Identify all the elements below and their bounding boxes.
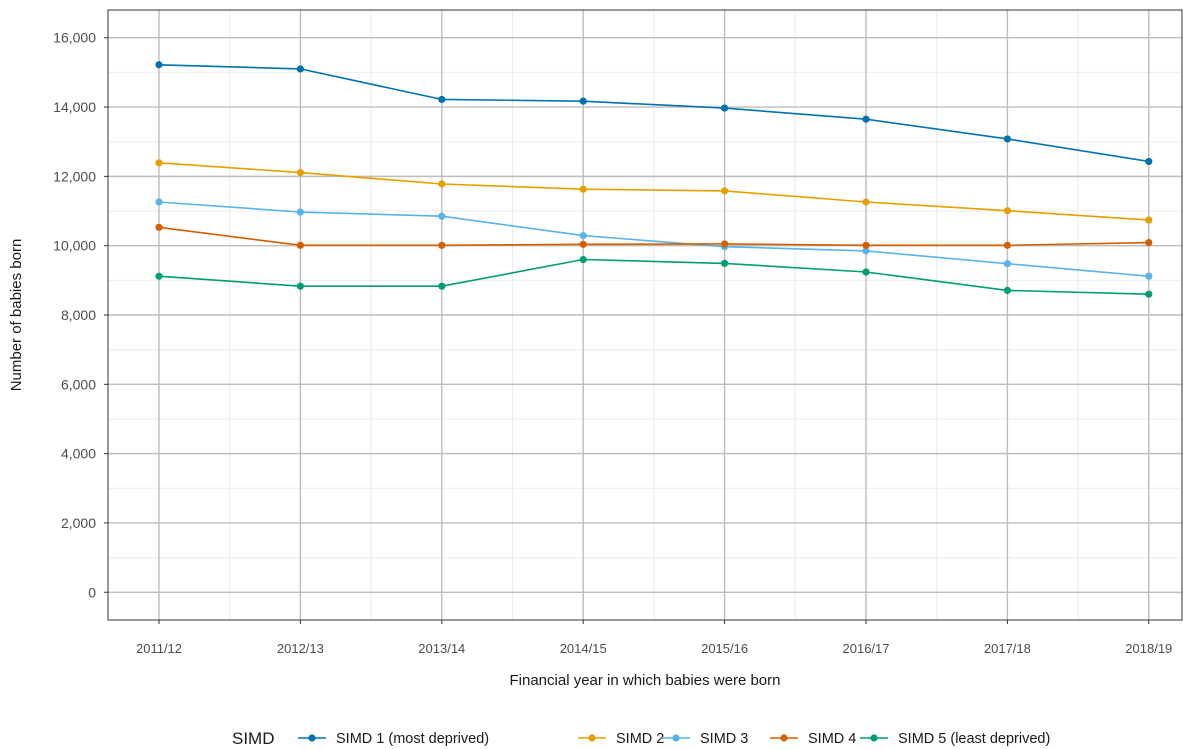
data-point (1145, 238, 1153, 247)
data-point (296, 168, 304, 177)
series-line (158, 162, 1149, 221)
data-point (1145, 157, 1153, 166)
data-point (862, 198, 870, 206)
data-point (1145, 290, 1153, 298)
data-point (1145, 272, 1153, 280)
legend-title: SIMD (232, 729, 275, 748)
series-1 (155, 61, 1153, 166)
data-point (296, 241, 304, 249)
y-tick-label: 12,000 (53, 168, 96, 184)
series-3 (155, 198, 1153, 280)
data-point (1003, 241, 1012, 249)
legend-key-point (780, 734, 788, 742)
x-tick-label: 2015/16 (701, 641, 748, 656)
legend-label: SIMD 3 (700, 731, 748, 747)
data-point (155, 159, 163, 167)
data-point (438, 212, 446, 220)
series-line (158, 201, 1149, 277)
x-tick-label: 2012/13 (277, 641, 324, 656)
data-point (1003, 135, 1012, 143)
axis-layer: 0 2,000 4,000 6,000 8,000 10,000 12,000 14,000 1… (53, 30, 1172, 656)
data-point (579, 185, 587, 193)
legend-label: SIMD 4 (808, 731, 856, 747)
y-tick-label: 0 (88, 584, 96, 600)
data-point (721, 240, 729, 248)
x-axis-title: Financial year in which babies were born (510, 672, 781, 689)
y-tick-label: 2,000 (61, 515, 96, 531)
data-point (579, 240, 587, 248)
legend-key-point (672, 734, 680, 742)
data-point (296, 208, 304, 216)
legend-key-point (870, 734, 878, 742)
legend-label: SIMD 2 (616, 731, 664, 747)
series-line (158, 226, 1149, 247)
data-point (438, 95, 446, 104)
data-point (1003, 286, 1012, 294)
y-tick-label: 14,000 (53, 99, 96, 115)
legend-item: SIMD 2 (578, 731, 664, 747)
legend-item: SIMD 1 (most deprived) (298, 731, 489, 747)
x-tick-label: 2014/15 (560, 641, 607, 656)
data-point (862, 241, 870, 249)
grid-layer (108, 10, 1182, 620)
y-tick-label: 8,000 (61, 307, 96, 323)
series-4 (155, 223, 1153, 249)
series-line (158, 64, 1149, 163)
legend-item: SIMD 3 (662, 731, 748, 747)
data-point (721, 104, 729, 112)
data-point (1003, 207, 1012, 215)
data-point (721, 259, 729, 267)
data-point (438, 282, 446, 290)
x-tick-label: 2013/14 (418, 641, 465, 656)
x-tick-label: 2017/18 (984, 641, 1031, 656)
data-point (155, 61, 163, 69)
data-point (155, 223, 163, 231)
data-point (438, 180, 446, 188)
legend-item: SIMD 4 (770, 731, 856, 747)
data-point (579, 97, 587, 105)
data-point (296, 65, 304, 73)
y-tick-label: 16,000 (53, 30, 96, 46)
data-point (862, 247, 870, 255)
data-point (155, 198, 163, 206)
x-tick-label: 2016/17 (843, 641, 890, 656)
data-point (155, 272, 163, 280)
data-point (438, 241, 446, 249)
y-tick-label: 10,000 (53, 238, 96, 254)
data-point (1145, 216, 1153, 224)
data-point (862, 268, 870, 276)
x-tick-label: 2018/19 (1125, 641, 1172, 656)
y-axis-title: Number of babies born (8, 239, 25, 392)
legend: SIMD SIMD 1 (most deprived) SIMD 2 SIMD 3 S… (232, 729, 1050, 748)
y-tick-label: 4,000 (61, 446, 96, 462)
data-point (862, 115, 870, 123)
data-point (579, 255, 587, 264)
data-point (579, 232, 587, 240)
series-layer (155, 61, 1153, 298)
legend-key-point (308, 734, 316, 742)
series-line (158, 258, 1149, 295)
legend-label: SIMD 5 (least deprived) (898, 731, 1050, 747)
y-tick-label: 6,000 (61, 376, 96, 392)
series-5 (155, 255, 1153, 298)
series-2 (155, 159, 1153, 224)
data-point (296, 282, 304, 290)
legend-label: SIMD 1 (most deprived) (336, 731, 489, 747)
data-point (1003, 260, 1012, 268)
x-tick-label: 2011/12 (136, 641, 182, 656)
data-point (721, 187, 729, 195)
legend-key-point (588, 734, 596, 742)
legend-item: SIMD 5 (least deprived) (860, 731, 1050, 747)
